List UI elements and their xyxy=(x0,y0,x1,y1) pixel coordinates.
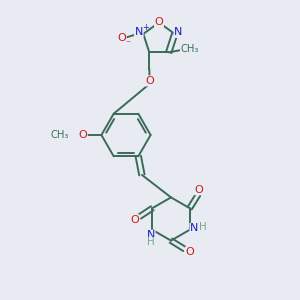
Text: O: O xyxy=(194,184,203,195)
Text: CH₃: CH₃ xyxy=(51,130,69,140)
Text: N: N xyxy=(190,223,198,233)
Text: H: H xyxy=(199,222,207,232)
Text: +: + xyxy=(142,23,148,32)
Text: O: O xyxy=(154,17,164,27)
Text: O: O xyxy=(130,214,139,225)
Text: N: N xyxy=(135,27,143,38)
Text: CH₃: CH₃ xyxy=(181,44,199,54)
Text: N: N xyxy=(147,230,155,240)
Text: O: O xyxy=(145,76,154,86)
Text: N: N xyxy=(174,27,182,38)
Text: ⁻: ⁻ xyxy=(126,39,131,49)
Text: H: H xyxy=(147,237,155,248)
Text: O: O xyxy=(78,130,87,140)
Text: O: O xyxy=(117,32,126,43)
Text: O: O xyxy=(185,247,194,257)
